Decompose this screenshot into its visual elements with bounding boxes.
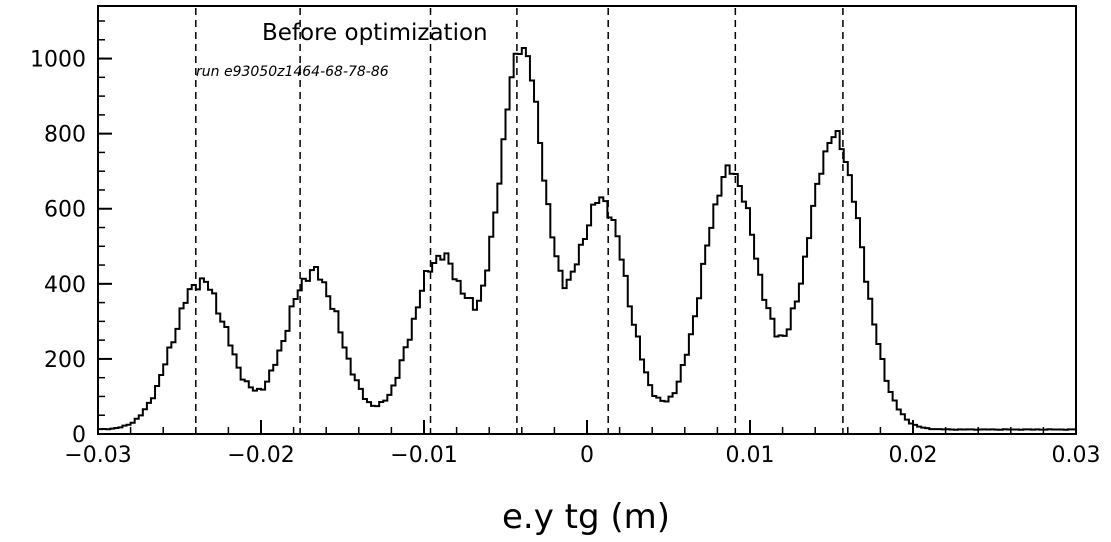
- x-tick-label: −0.03: [64, 443, 131, 468]
- chart-title: Before optimization: [262, 20, 488, 46]
- y-tick-label: 0: [72, 423, 86, 448]
- y-tick-label: 400: [44, 273, 86, 298]
- x-tick-label: 0.01: [726, 443, 775, 468]
- chart-subtitle: run e93050z1464-68-78-86: [196, 64, 389, 80]
- axis-ticks: −0.03 −0.02 −0.01 0 0.01 0.02 0.03 0 200 400 600 80…: [30, 20, 1101, 468]
- histogram-series: [97, 46, 1077, 434]
- y-tick-label: 800: [44, 123, 86, 148]
- x-tick-label: 0.03: [1052, 443, 1101, 468]
- x-tick-label: −0.01: [390, 443, 457, 468]
- y-tick-label: 600: [44, 198, 86, 223]
- y-tick-label: 1000: [30, 48, 86, 73]
- x-tick-label: 0: [580, 443, 594, 468]
- x-axis-title: e.y tg (m): [502, 497, 670, 537]
- x-tick-label: 0.02: [889, 443, 938, 468]
- x-tick-label: −0.02: [227, 443, 294, 468]
- y-tick-label: 200: [44, 348, 86, 373]
